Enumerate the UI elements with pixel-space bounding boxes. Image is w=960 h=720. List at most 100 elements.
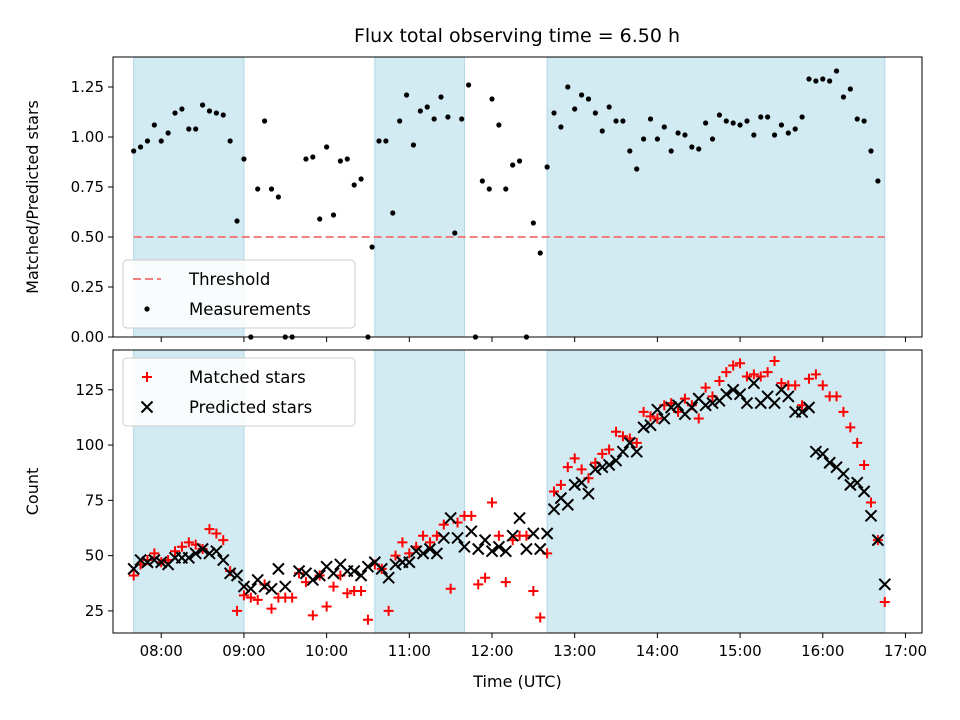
predicted-point (361, 560, 375, 573)
measurement-point (627, 148, 633, 154)
measurement-point (689, 144, 695, 150)
measurement-point (358, 176, 364, 182)
predicted-point (223, 567, 237, 580)
matched-point (418, 530, 429, 541)
matched-point (287, 592, 298, 603)
measurement-point (410, 142, 417, 148)
measurement-point (544, 164, 550, 170)
predicted-point (203, 547, 216, 560)
measurement-point (682, 132, 688, 138)
measurement-point (510, 162, 516, 168)
measurement-point (397, 118, 403, 124)
matched-point (252, 594, 263, 605)
measurement-point (716, 112, 723, 118)
predicted-point (527, 527, 540, 540)
predicted-point (844, 478, 857, 492)
measurement-point (317, 216, 323, 222)
matched-point (266, 603, 277, 614)
measurement-point (592, 110, 598, 116)
matched-point (597, 448, 608, 459)
measurement-point (709, 136, 716, 142)
predicted-point (664, 401, 678, 414)
matched-point (604, 444, 615, 455)
matched-point (183, 537, 194, 548)
predicted-point (520, 542, 533, 556)
y-tick-label: 25 (85, 602, 104, 620)
predicted-point (458, 540, 471, 553)
measurement-point (310, 154, 316, 160)
measurement-point (641, 136, 647, 142)
measurement-point (661, 124, 667, 130)
predicted-point (451, 531, 464, 545)
predicted-point (478, 533, 492, 547)
predicted-point (265, 582, 278, 595)
y-tick-label: 0.25 (71, 278, 104, 296)
measurement-point (827, 78, 833, 84)
measurement-point (771, 132, 778, 138)
measurement-point (438, 94, 444, 100)
measurement-point (647, 116, 654, 122)
predicted-point (589, 463, 602, 476)
measurement-point (785, 130, 791, 136)
predicted-point (485, 544, 499, 558)
matched-point (721, 367, 732, 378)
matched-point (204, 524, 215, 535)
measurement-point (530, 220, 536, 226)
matched-point (852, 437, 863, 448)
predicted-point (630, 445, 643, 458)
measurement-point (376, 138, 382, 144)
measurement-point (403, 92, 410, 98)
matched-point (645, 411, 656, 422)
predicted-point (210, 544, 223, 558)
legend-label: Threshold (188, 270, 270, 289)
measurement-point (486, 186, 492, 192)
matched-point (211, 528, 222, 539)
predicted-point (871, 533, 885, 547)
measurement-point (799, 114, 805, 120)
predicted-point (513, 511, 526, 525)
measurement-point (465, 82, 472, 88)
matched-point (735, 358, 746, 369)
measurement-point (275, 194, 281, 200)
measurement-point (854, 116, 860, 122)
y-tick-label: 100 (75, 436, 104, 454)
x-tick-label: 14:00 (636, 642, 679, 660)
predicted-point (740, 396, 754, 410)
matched-point (617, 431, 628, 442)
x-axis-label: Time (UTC) (472, 672, 561, 691)
predicted-point (444, 511, 457, 525)
measurement-point (875, 178, 881, 184)
matched-point (328, 581, 339, 592)
predicted-point (313, 569, 326, 582)
matched-point (500, 577, 511, 588)
measurement-point (206, 108, 213, 114)
legend-label: Predicted stars (189, 398, 312, 417)
measurement-point (489, 96, 495, 102)
y-tick-label: 50 (85, 547, 104, 565)
predicted-point (127, 562, 140, 576)
matched-point (562, 462, 573, 473)
matched-point (769, 356, 780, 367)
predicted-point (389, 558, 402, 571)
legend-matched-swatch (142, 372, 152, 382)
measurement-point (227, 138, 233, 144)
matched-point (790, 380, 801, 391)
predicted-point (609, 454, 623, 467)
y-tick-label: 75 (85, 491, 104, 509)
legend: Matched stars Predicted stars (122, 357, 356, 427)
y-tick-label: 0.00 (71, 328, 104, 346)
measurement-point (351, 182, 357, 188)
y-tick-label: 1.00 (71, 128, 104, 146)
measurement-point (193, 126, 199, 132)
predicted-point (244, 582, 258, 595)
matched-point (218, 535, 229, 546)
predicted-point (327, 567, 340, 580)
measurement-point (131, 148, 137, 154)
predicted-point (878, 578, 891, 591)
matched-point (149, 548, 160, 559)
matched-point (493, 530, 504, 541)
measurement-point (613, 118, 619, 124)
predicted-point (671, 399, 685, 412)
predicted-point (864, 509, 878, 523)
predicted-point (575, 476, 588, 489)
